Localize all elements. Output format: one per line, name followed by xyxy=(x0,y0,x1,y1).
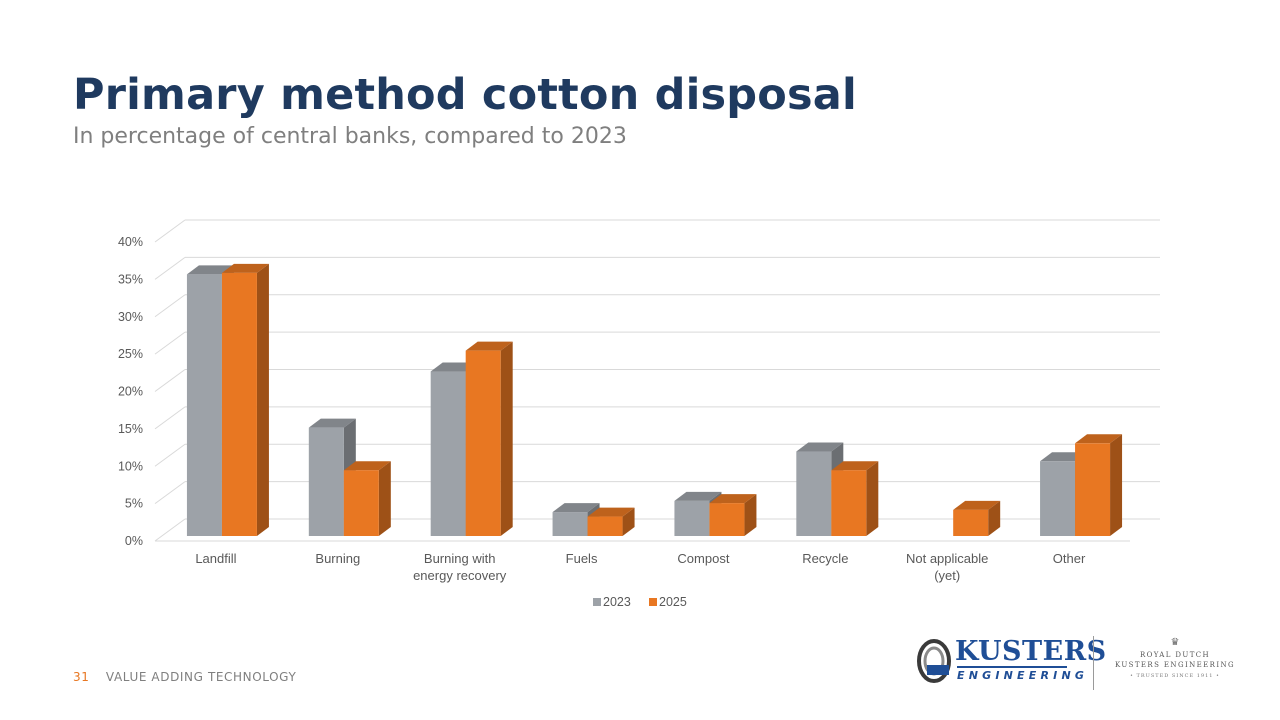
bar-side-2025 xyxy=(256,263,269,536)
bar-top-2025 xyxy=(221,263,269,273)
bar-2025 xyxy=(343,470,379,536)
x-tick-label: Fuels xyxy=(566,551,598,566)
bar-side-2025 xyxy=(1110,434,1123,536)
bar-2023 xyxy=(674,500,710,536)
bar-top-2023 xyxy=(552,503,600,513)
bar-top-2023 xyxy=(796,442,844,452)
gridline-diagonal xyxy=(154,331,186,355)
bar-side-2025 xyxy=(622,507,635,536)
y-tick-label: 20% xyxy=(118,385,143,399)
bar-side-2025 xyxy=(988,500,1001,536)
page-subtitle: In percentage of central banks, compared… xyxy=(73,124,627,149)
kusters-engineering-logo: KUSTERS ENGINEERING xyxy=(917,636,1106,690)
logo-ring-icon xyxy=(917,639,951,683)
x-tick-label: (yet) xyxy=(934,568,960,583)
bar-2025 xyxy=(1075,443,1111,536)
logo-divider xyxy=(1093,636,1094,690)
x-tick-label: Compost xyxy=(677,551,729,566)
bar-side-2025 xyxy=(378,461,391,536)
gridline-diagonal xyxy=(154,369,186,392)
gridline-diagonal xyxy=(154,219,186,243)
logo-rule xyxy=(957,666,1067,668)
bar-2023 xyxy=(308,427,344,536)
bar-top-2023 xyxy=(308,418,356,428)
gridline-diagonal xyxy=(154,294,186,318)
footer: 31 VALUE ADDING TECHNOLOGY xyxy=(73,670,296,684)
legend-label: 2023 xyxy=(603,595,631,609)
y-tick-label: 35% xyxy=(118,272,143,286)
bar-2025 xyxy=(831,470,867,536)
footer-text: VALUE ADDING TECHNOLOGY xyxy=(105,670,297,684)
logo-word-engineering: ENGINEERING xyxy=(957,669,1089,682)
royal-line-3: • TRUSTED SINCE 1911 • xyxy=(1130,673,1220,679)
bar-top-2025 xyxy=(465,341,513,351)
x-tick-label: Other xyxy=(1053,551,1086,566)
y-tick-label: 5% xyxy=(125,497,143,511)
bar-side-2025 xyxy=(500,341,513,536)
bar-2023 xyxy=(1040,461,1076,536)
legend-swatch-2025 xyxy=(649,598,657,606)
bar-2025 xyxy=(221,272,257,536)
bar-top-2025 xyxy=(709,494,757,504)
y-tick-label: 30% xyxy=(118,310,143,324)
x-tick-label: Recycle xyxy=(802,551,848,566)
bar-top-2025 xyxy=(1075,434,1123,444)
gridline-diagonal xyxy=(154,256,186,280)
bar-2025 xyxy=(465,350,501,536)
x-tick-label: Burning xyxy=(315,551,360,566)
x-tick-label: Burning with xyxy=(424,551,496,566)
gridline-diagonal xyxy=(154,481,186,505)
bar-top-2025 xyxy=(587,507,635,517)
x-tick-label: Not applicable xyxy=(906,551,988,566)
logo-word-kusters: KUSTERS xyxy=(955,636,1107,667)
bar-2025 xyxy=(953,509,989,536)
royal-line-1: ROYAL DUTCH xyxy=(1139,651,1211,659)
bar-2025 xyxy=(587,516,623,536)
royal-dutch-logo: ♛ ROYAL DUTCH KUSTERS ENGINEERING • TRUS… xyxy=(1110,637,1240,680)
y-tick-label: 15% xyxy=(118,422,143,436)
bar-chart: 0% 5% 10% 15% 20% 25% 30% 35% 40% Landfill Burning… xyxy=(118,219,1160,609)
crown-icon: ♛ xyxy=(1170,637,1180,648)
bar-2023 xyxy=(430,371,466,536)
y-tick-label: 25% xyxy=(118,347,143,361)
legend-swatch-2023 xyxy=(593,598,601,606)
y-tick-label: 10% xyxy=(118,459,143,473)
y-tick-label: 40% xyxy=(118,235,143,249)
royal-line-2: KUSTERS ENGINEERING xyxy=(1114,661,1236,669)
bar-top-2025 xyxy=(953,500,1001,510)
bar-side-2025 xyxy=(866,461,879,536)
gridline-diagonal xyxy=(154,443,186,467)
bar-2023 xyxy=(552,512,588,536)
bar-top-2025 xyxy=(343,461,391,471)
gridline-diagonal xyxy=(154,518,186,542)
gridline-diagonal xyxy=(154,406,186,430)
bar-top-2023 xyxy=(674,491,722,501)
y-tick-label: 0% xyxy=(125,534,143,548)
bar-2023 xyxy=(796,451,832,536)
page-title: Primary method cotton disposal xyxy=(73,70,857,120)
bar-top-2023 xyxy=(186,265,234,275)
x-tick-label: energy recovery xyxy=(413,568,507,583)
page-number: 31 xyxy=(73,670,90,684)
bar-top-2025 xyxy=(831,461,879,471)
legend-label: 2025 xyxy=(659,595,687,609)
bar-2023 xyxy=(186,274,222,536)
x-tick-label: Landfill xyxy=(195,551,236,566)
bar-2025 xyxy=(709,503,745,536)
bar-side-2025 xyxy=(744,494,757,536)
